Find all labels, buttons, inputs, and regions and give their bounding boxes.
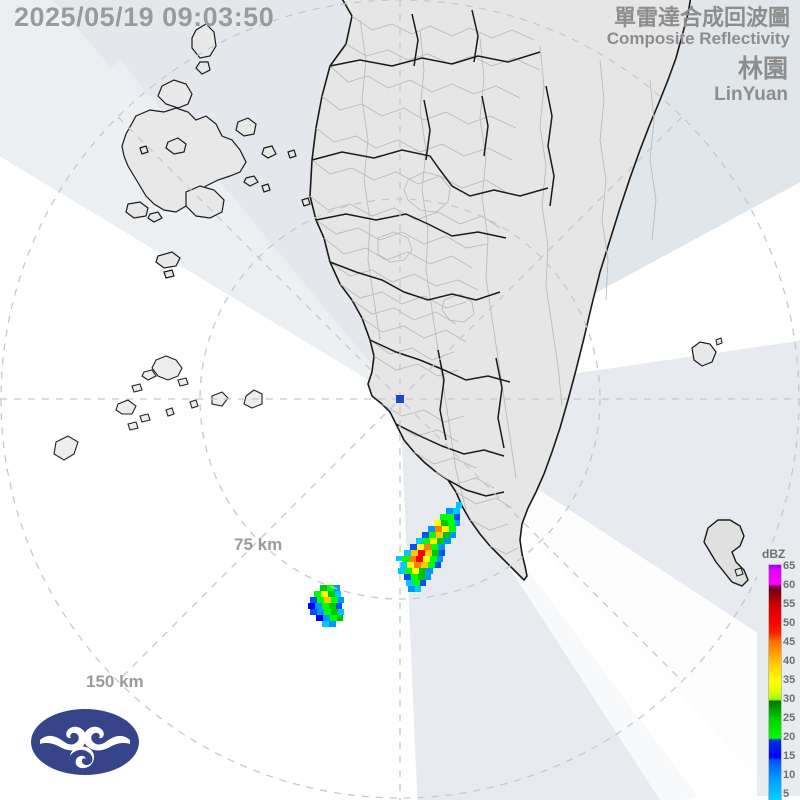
lanyu-islet xyxy=(734,567,744,577)
green-island xyxy=(691,341,717,367)
legend-tick-20: 20 xyxy=(783,731,796,743)
logo-wave-glyph xyxy=(40,726,130,769)
range-ring-label-75: 75 km xyxy=(234,535,283,554)
radar-site-marker[interactable] xyxy=(396,395,404,403)
legend-tick-35: 35 xyxy=(783,674,796,686)
legend-tick-15: 15 xyxy=(783,750,796,762)
penghu-south-islets xyxy=(53,355,263,461)
legend-title: dBZ xyxy=(762,547,786,561)
radar-echoes xyxy=(308,502,462,627)
legend-gradient-bar xyxy=(768,564,782,800)
legend-tick-65: 65 xyxy=(783,560,796,572)
township-borders xyxy=(309,15,657,555)
green-island-islet xyxy=(715,337,723,346)
land-polygons xyxy=(53,0,749,587)
county-borders xyxy=(311,9,555,497)
legend-tick-60: 60 xyxy=(783,579,796,591)
secondary-echo-cluster xyxy=(308,585,344,627)
legend-tick-labels: 65 60 55 50 45 40 35 30 25 20 15 10 5 0 xyxy=(783,560,800,800)
penghu-islands xyxy=(121,23,311,279)
legend-tick-10: 10 xyxy=(783,769,796,781)
legend-tick-40: 40 xyxy=(783,655,796,667)
station-name-en: LinYuan xyxy=(714,83,788,105)
legend-tick-25: 25 xyxy=(783,712,796,724)
legend-tick-55: 55 xyxy=(783,598,796,610)
legend-tick-5: 5 xyxy=(783,788,790,800)
product-title-zh: 單雷達合成回波圖 xyxy=(613,5,790,30)
dbz-colorbar-legend: dBZ 65 60 55 50 45 40 35 30 25 20 15 10 … xyxy=(757,546,800,800)
legend-tick-45: 45 xyxy=(783,636,796,648)
product-title-en: Composite Reflectivity xyxy=(606,29,790,49)
main-echo-cluster xyxy=(396,502,462,592)
station-name-zh: 林園 xyxy=(737,55,788,83)
station-name: 林園 LinYuan xyxy=(714,55,788,105)
cwa-logo[interactable] xyxy=(30,706,140,778)
product-title: 單雷達合成回波圖 Composite Reflectivity xyxy=(607,6,790,49)
legend-tick-50: 50 xyxy=(783,617,796,629)
legend-tick-30: 30 xyxy=(783,693,796,705)
range-ring-label-150: 150 km xyxy=(86,672,144,691)
timestamp-label: 2025/05/19 09:03:50 xyxy=(14,2,275,32)
